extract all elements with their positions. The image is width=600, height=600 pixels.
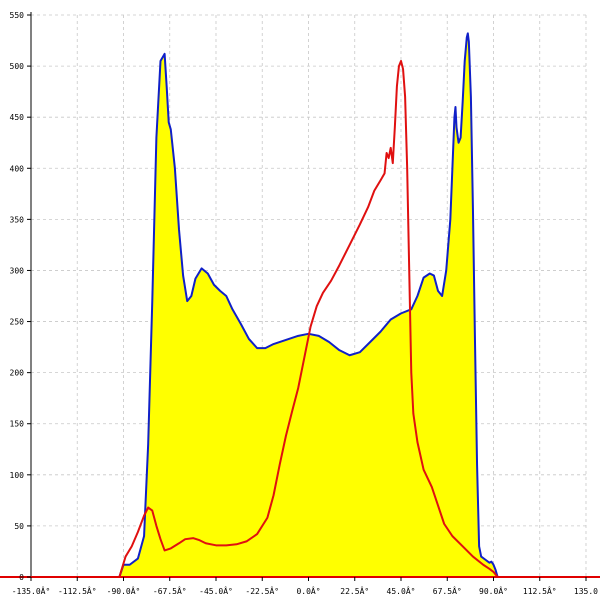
- y-tick-label: 400: [10, 164, 25, 173]
- y-tick-label: 500: [10, 62, 25, 71]
- y-tick-label: 150: [10, 420, 25, 429]
- area-layer: [119, 33, 498, 577]
- series-1-line: [118, 32, 499, 578]
- x-tick-label: -90.0Â°: [107, 585, 141, 596]
- x-tick-label: 67.5Â°: [433, 585, 462, 596]
- y-tick-label: 0: [19, 573, 24, 582]
- y-tick-label: 450: [10, 113, 25, 122]
- x-tick-label: 22.5Â°: [340, 585, 369, 596]
- y-tick-label: 100: [10, 471, 25, 480]
- series-1-area: [119, 33, 498, 577]
- tick-layer: 0 50 100 150 200 250 300 350 400 450 500 550 -135.0Â…: [10, 11, 599, 596]
- y-tick-label: 300: [10, 266, 25, 275]
- x-tick-label: -135.0Â°: [12, 585, 51, 596]
- y-tick-label: 250: [10, 318, 25, 327]
- x-tick-label: -45.0Â°: [199, 585, 233, 596]
- x-tick-label: -112.5Â°: [58, 585, 97, 596]
- series-2-line: [118, 59, 499, 578]
- x-tick-label: -67.5Â°: [153, 585, 187, 596]
- y-tick-label: 50: [14, 522, 24, 531]
- y-tick-label: 200: [10, 369, 25, 378]
- x-tick-label: 0.0Â°: [296, 585, 320, 596]
- x-tick-label: 135.0: [574, 587, 598, 596]
- y-tick-label: 550: [10, 11, 25, 20]
- x-tick-label: -22.5Â°: [245, 585, 279, 596]
- x-tick-label: 45.0Â°: [387, 585, 416, 596]
- line-layer: [118, 32, 499, 578]
- y-tick-label: 350: [10, 215, 25, 224]
- axis-layer: [0, 12, 600, 578]
- x-tick-label: 112.5Â°: [523, 585, 557, 596]
- x-tick-label: 90.0Â°: [479, 585, 508, 596]
